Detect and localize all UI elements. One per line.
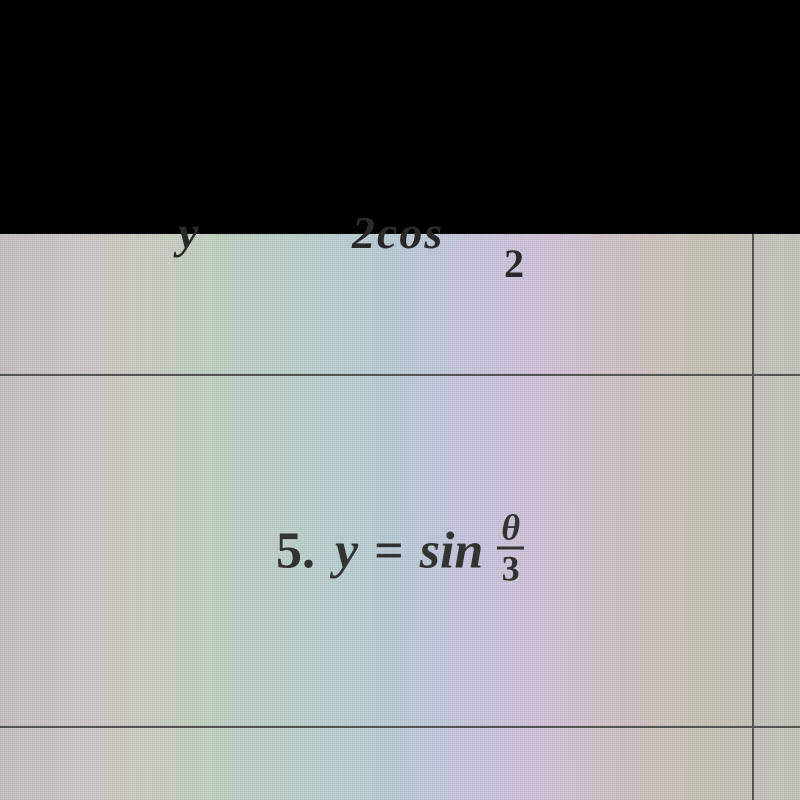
problem-number: 5.	[276, 522, 315, 581]
table-row: y 2cos 2	[0, 234, 800, 376]
table-vertical-divider	[752, 728, 754, 800]
fraction-denominator: 3	[498, 550, 524, 587]
table-vertical-divider	[752, 234, 754, 374]
black-letterbox-top	[0, 0, 800, 234]
equation-fraction: θ 3	[497, 510, 524, 587]
equation-lhs: y	[335, 522, 358, 581]
fraction-numerator: θ	[497, 510, 524, 547]
equals-sign: =	[374, 522, 404, 581]
worksheet-content: y 2cos 2 5. y = sin θ 3	[0, 234, 800, 800]
table-row	[0, 728, 800, 800]
table-row: 5. y = sin θ 3	[0, 376, 800, 728]
cutoff-fragment-y: y	[178, 206, 198, 259]
screen-photo: y 2cos 2 5. y = sin θ 3	[0, 0, 800, 800]
equation-function: sin	[420, 522, 484, 581]
equation-problem-5: 5. y = sin θ 3	[276, 513, 524, 590]
cutoff-fragment-func: 2cos	[352, 206, 444, 259]
table-vertical-divider	[752, 376, 754, 726]
cutoff-fragment-sub: 2	[504, 240, 524, 287]
